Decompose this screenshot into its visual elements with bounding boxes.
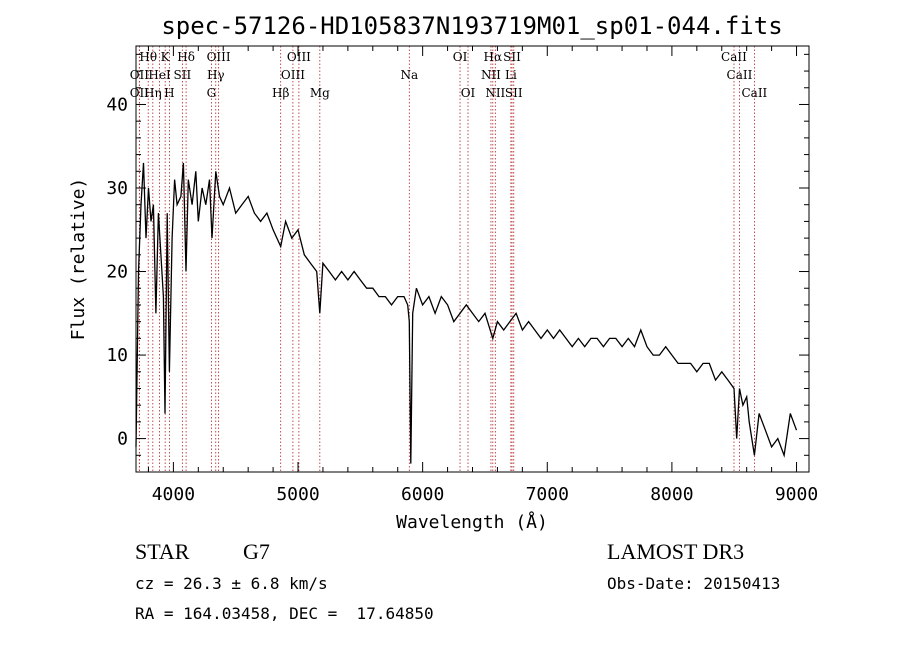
spectral-line-label: Hη bbox=[144, 86, 162, 100]
spectral-line-label: Mg bbox=[310, 86, 330, 100]
spectral-line-label: OI bbox=[461, 86, 476, 100]
spectral-line-label: SII bbox=[505, 86, 523, 100]
y-tick-label: 0 bbox=[117, 429, 128, 450]
spectral-line-label: Na bbox=[400, 68, 418, 82]
spectral-line-label: CaII bbox=[727, 68, 753, 82]
obs-date: Obs-Date: 20150413 bbox=[607, 574, 780, 593]
spectral-line-label: K bbox=[161, 50, 171, 64]
spectral-line-label: Hβ bbox=[272, 86, 289, 100]
x-axis: 4000 5000 6000 7000 8000 9000 bbox=[148, 46, 818, 505]
spectral-line-label: Hα bbox=[484, 50, 503, 64]
spectral-line-label: G bbox=[207, 86, 217, 100]
x-tick-label: 4000 bbox=[152, 484, 195, 505]
spectral-line-label: Hγ bbox=[207, 68, 225, 82]
spectral-line-label: OII bbox=[130, 68, 150, 82]
spectral-line-label: Hδ bbox=[177, 50, 195, 64]
redshift-info: cz = 26.3 ± 6.8 km/s bbox=[135, 574, 328, 593]
spectral-line-label: OIII bbox=[287, 50, 311, 64]
spectrum-line bbox=[136, 163, 797, 464]
survey-name: LAMOST DR3 bbox=[607, 539, 744, 565]
spectral-line-markers bbox=[139, 46, 754, 472]
spectral-line-label: Hθ bbox=[139, 50, 157, 64]
y-tick-label: 30 bbox=[106, 178, 128, 199]
coordinates: RA = 164.03458, DEC = 17.64850 bbox=[135, 604, 434, 623]
y-axis-label: Flux (relative) bbox=[68, 178, 89, 341]
spectral-line-label: Li bbox=[505, 68, 517, 82]
spectral-line-label: CaII bbox=[741, 86, 767, 100]
spectral-line-label: NII bbox=[481, 68, 501, 82]
spectral-line-label: OI bbox=[453, 50, 468, 64]
spectral-line-label: H bbox=[164, 86, 174, 100]
spectral-line-label: SII bbox=[503, 50, 521, 64]
x-tick-label: 9000 bbox=[775, 484, 818, 505]
object-type: STAR bbox=[135, 539, 189, 565]
spectral-line-label: OIII bbox=[281, 68, 305, 82]
spectral-line-label: CaII bbox=[721, 50, 747, 64]
spectral-line-label: HeI bbox=[148, 68, 171, 82]
spectral-line-label: SII bbox=[174, 68, 192, 82]
y-tick-label: 10 bbox=[106, 345, 128, 366]
subclass: G7 bbox=[243, 539, 270, 565]
x-tick-label: 7000 bbox=[526, 484, 569, 505]
x-tick-label: 6000 bbox=[401, 484, 444, 505]
spectral-line-label: OIII bbox=[207, 50, 231, 64]
spectral-line-label: NII bbox=[485, 86, 505, 100]
x-tick-label: 5000 bbox=[276, 484, 319, 505]
x-tick-label: 8000 bbox=[650, 484, 693, 505]
y-tick-label: 20 bbox=[106, 262, 128, 283]
y-tick-label: 40 bbox=[106, 94, 128, 115]
chart-title: spec-57126-HD105837N193719M01_sp01-044.f… bbox=[161, 12, 782, 40]
x-axis-label: Wavelength (Å) bbox=[396, 511, 548, 533]
plot-frame bbox=[136, 46, 809, 472]
